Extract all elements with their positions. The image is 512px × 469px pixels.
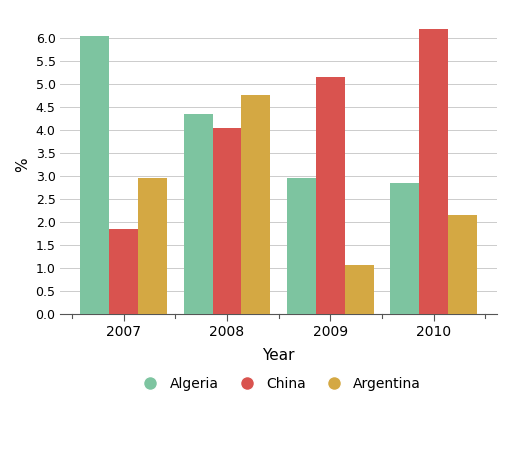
Bar [184,114,212,314]
Bar [316,77,345,314]
Bar [287,178,316,314]
Bar [345,265,374,314]
Y-axis label: %: % [15,157,30,172]
Bar [242,95,270,314]
Bar [390,183,419,314]
Bar [80,36,109,314]
Legend: Algeria, China, Argentina: Algeria, China, Argentina [131,371,426,396]
Bar [109,229,138,314]
Bar [448,215,477,314]
Bar [138,178,167,314]
Bar [419,29,448,314]
X-axis label: Year: Year [263,348,295,363]
Bar [212,128,242,314]
